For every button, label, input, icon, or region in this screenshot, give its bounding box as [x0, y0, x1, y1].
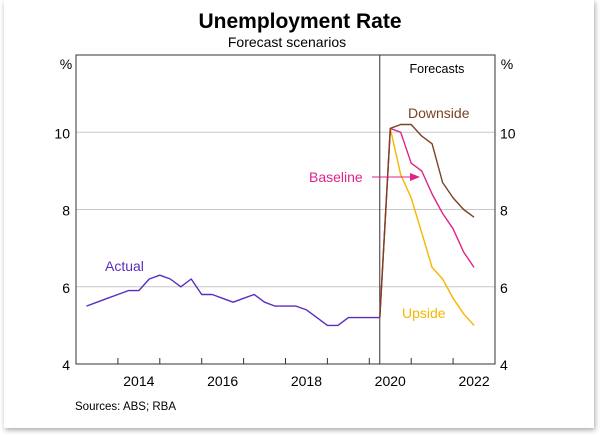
- series-line-actual: [86, 274, 380, 327]
- label-upside: Upside: [402, 305, 446, 321]
- y-tick-label-left: 4: [62, 357, 70, 373]
- y-tick-label-right: 4: [500, 357, 508, 373]
- y-tick-label-right: 6: [500, 280, 508, 296]
- x-tick-label: 2022: [458, 373, 489, 389]
- x-tick-label: 2018: [291, 373, 322, 389]
- chart-subtitle: Forecast scenarios: [228, 34, 346, 50]
- x-tick-label: 2014: [123, 373, 154, 389]
- y-tick-label-right: 8: [500, 203, 508, 219]
- x-tick-label: 2016: [207, 373, 238, 389]
- y-tick-label-left: 10: [54, 125, 70, 141]
- source-note: Sources: ABS; RBA: [75, 401, 176, 413]
- y-unit-left: %: [60, 56, 72, 72]
- x-tick-label: 2020: [375, 373, 406, 389]
- label-actual: Actual: [105, 258, 144, 274]
- series-line-downside: [379, 123, 475, 318]
- chart-frame: [4, 0, 594, 428]
- y-unit-right: %: [501, 56, 513, 72]
- series-line-upside: [379, 127, 475, 326]
- chart-title: Unemployment Rate: [198, 10, 401, 33]
- y-tick-label-left: 6: [62, 280, 70, 296]
- y-tick-label-right: 10: [500, 125, 516, 141]
- label-downside: Downside: [408, 105, 470, 121]
- label-baseline: Baseline: [309, 169, 363, 185]
- baseline-arrow-head: [410, 173, 420, 181]
- y-tick-label-left: 8: [62, 203, 70, 219]
- series-line-baseline: [379, 127, 475, 318]
- forecasts-label: Forecasts: [410, 62, 465, 76]
